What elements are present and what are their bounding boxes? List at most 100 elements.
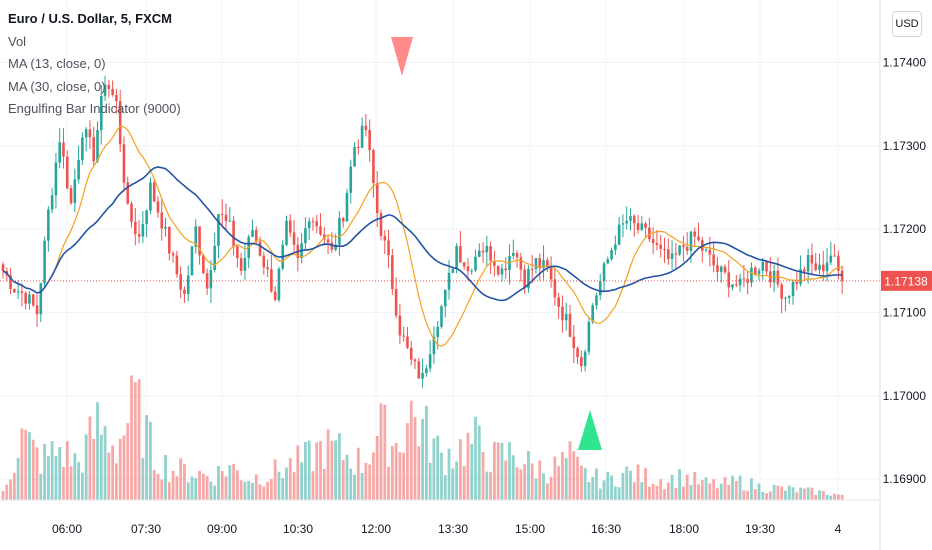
volume-bar <box>818 490 821 500</box>
volume-bar <box>496 442 500 500</box>
currency-button[interactable]: USD <box>892 11 922 37</box>
candle-body <box>617 224 621 245</box>
volume-bar <box>527 451 530 500</box>
volume-bar <box>413 417 417 500</box>
candle-body <box>542 260 545 269</box>
candle-body <box>213 245 216 271</box>
candle-body <box>164 226 167 229</box>
time-tick-label: 12:00 <box>361 522 391 536</box>
candle-body <box>262 255 266 268</box>
candle-body <box>9 275 12 289</box>
candle-body <box>549 266 553 280</box>
candle-body <box>73 179 77 204</box>
volume-bar <box>262 486 266 500</box>
candle-body <box>485 246 489 253</box>
price-tick-label: 1.16900 <box>883 472 927 486</box>
candle-body <box>799 269 802 285</box>
volume-bar <box>273 459 277 500</box>
volume-bar <box>663 489 666 500</box>
volume-bar <box>152 469 156 500</box>
candle-body <box>561 306 564 321</box>
candle-body <box>595 295 598 306</box>
volume-bar <box>137 379 141 500</box>
time-axis[interactable]: 06:00 07:30 09:00 10:30 12:00 13:30 15:00 16:30… <box>52 522 842 536</box>
volume-bar <box>243 481 247 500</box>
volume-bar <box>69 466 73 500</box>
candle-body <box>568 313 572 337</box>
volume-bar <box>564 458 568 500</box>
volume-bar <box>761 491 765 500</box>
volume-bar <box>1 491 5 500</box>
indicator-engulfing[interactable]: Engulfing Bar Indicator (9000) <box>8 101 181 116</box>
candle-body <box>190 246 194 276</box>
candle-body <box>31 294 35 306</box>
indicator-vol[interactable]: Vol <box>8 33 27 49</box>
candle-body <box>69 188 73 204</box>
ma-30-line <box>2 166 843 302</box>
volume-bar <box>591 476 595 500</box>
volume-bars <box>1 375 844 500</box>
candle-body <box>232 220 235 247</box>
volume-bar <box>504 460 508 500</box>
volume-bar <box>447 448 451 500</box>
candle-body <box>391 255 394 290</box>
price-axis[interactable]: 1.17400 1.17300 1.17200 1.17100 1.17000 1.169… <box>883 56 927 487</box>
volume-bar <box>455 461 458 500</box>
volume-bar <box>39 473 43 500</box>
volume-bar <box>466 432 470 500</box>
candle-body <box>685 246 689 251</box>
volume-bar <box>394 442 398 500</box>
volume-bar <box>115 463 118 500</box>
volume-bar <box>390 446 394 500</box>
volume-bar <box>780 486 784 500</box>
candle-body <box>304 228 307 244</box>
candle-body <box>447 272 451 290</box>
volume-bar <box>481 451 485 500</box>
volume-bar <box>712 479 716 500</box>
volume-bar <box>795 492 799 500</box>
candle-body <box>723 266 727 273</box>
volume-bar <box>107 452 111 500</box>
candle-body <box>379 213 383 237</box>
ma-13-line <box>2 125 843 347</box>
volume-bar <box>534 478 538 500</box>
price-tick-label: 1.17300 <box>883 139 927 153</box>
candle-body <box>1 264 5 272</box>
candle-body <box>610 250 613 260</box>
candle-body <box>489 246 492 261</box>
candle-body <box>372 150 375 184</box>
volume-bar <box>784 490 787 500</box>
volume-bar <box>768 491 772 500</box>
candle-body <box>156 201 160 213</box>
volume-bar <box>334 440 338 500</box>
candle-body <box>88 129 92 138</box>
volume-bar <box>307 440 311 500</box>
candle-body <box>731 284 734 288</box>
volume-bar <box>258 484 262 500</box>
candle-body <box>455 245 458 269</box>
volume-bar <box>232 463 235 500</box>
volume-bar <box>470 443 474 500</box>
volume-bar <box>288 458 292 500</box>
candle-body <box>512 253 515 256</box>
volume-bar <box>65 441 69 500</box>
volume-bar <box>693 471 697 500</box>
indicator-ma-30[interactable]: MA (30, close, 0) <box>8 78 106 94</box>
candle-body <box>583 351 587 367</box>
last-price-tag <box>881 270 932 291</box>
volume-bar <box>126 423 130 500</box>
candle-body <box>24 292 27 304</box>
indicator-ma-13[interactable]: MA (13, close, 0) <box>8 56 106 71</box>
volume-bar <box>636 464 640 500</box>
candle-body <box>648 227 651 240</box>
time-tick-label: 15:00 <box>515 522 545 536</box>
engulfing-signals <box>391 37 602 450</box>
volume-bar <box>685 474 689 500</box>
volume-bar <box>103 426 107 500</box>
candle-body <box>591 305 594 322</box>
candle-body <box>118 101 122 145</box>
candle-body <box>440 306 443 327</box>
volume-bar <box>194 478 198 500</box>
candle-body <box>421 373 424 379</box>
